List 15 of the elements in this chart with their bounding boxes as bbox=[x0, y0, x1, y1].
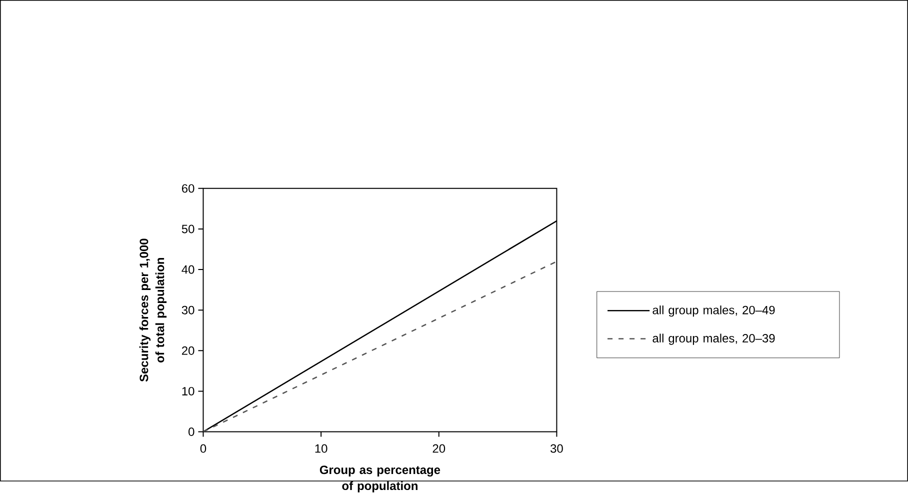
y-tick-label: 60 bbox=[182, 184, 194, 193]
x-tick-label: 30 bbox=[550, 444, 563, 453]
x-tick-label: 0 bbox=[200, 444, 206, 453]
y-tick-label: 20 bbox=[182, 346, 194, 355]
y-tick-label: 50 bbox=[182, 224, 194, 234]
y-tick-label: 30 bbox=[182, 306, 194, 314]
x-axis-title: Group as percentage of population bbox=[320, 466, 440, 493]
y-tick-label: 40 bbox=[182, 265, 194, 274]
legend-label: all group males, 20–49 bbox=[652, 306, 775, 317]
legend-label: all group males, 20–39 bbox=[652, 334, 775, 345]
y-axis-title: Security forces per 1,000 of total population bbox=[139, 238, 167, 382]
x-tick-label: 10 bbox=[315, 444, 328, 453]
x-tick-label: 20 bbox=[432, 444, 446, 453]
y-tick-label: 0 bbox=[188, 428, 194, 436]
y-tick-label: 10 bbox=[182, 387, 194, 396]
